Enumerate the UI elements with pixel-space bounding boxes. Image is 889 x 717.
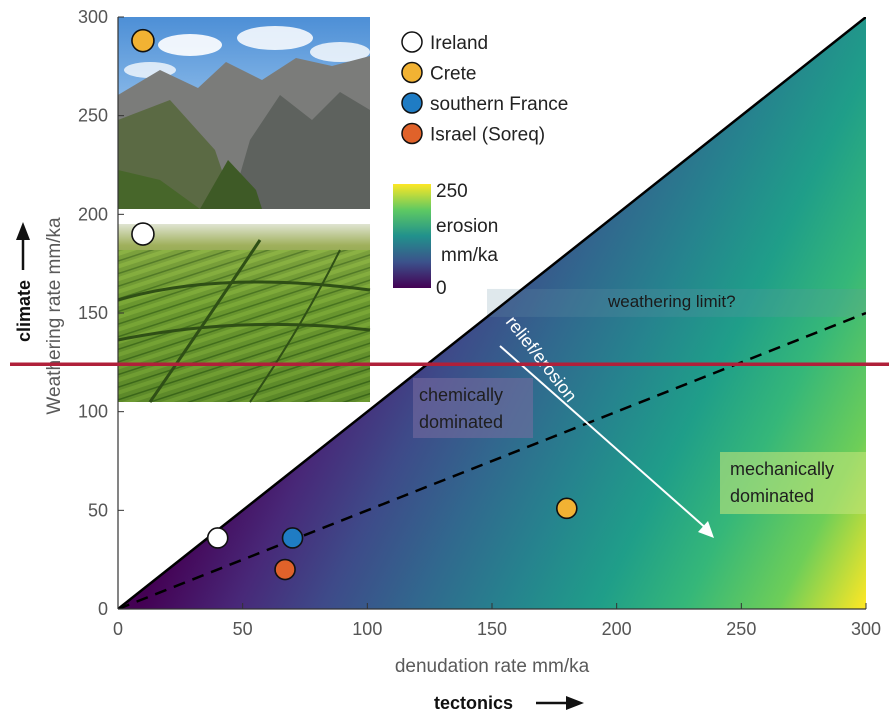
x-tick-label: 300 [851, 619, 881, 639]
mechanically-label: mechanically [730, 459, 834, 479]
legend-marker [401, 122, 423, 145]
colorbar-min-label: 0 [436, 278, 447, 299]
tectonics-arrowhead [566, 696, 584, 710]
y-tick-label: 150 [78, 303, 108, 323]
chemically-dominated-label: dominated [419, 412, 503, 432]
crete-mountain-photo [118, 17, 370, 209]
colorbar-max-label: 250 [436, 181, 468, 202]
colorbar: 250 erosion mm/ka 0 [393, 181, 498, 299]
half-ratio-dashed-line [118, 311, 866, 609]
legend-marker [401, 61, 423, 84]
y-tick-label: 200 [78, 204, 108, 224]
x-tick-label: 250 [726, 619, 756, 639]
legend-label: southern France [430, 94, 568, 115]
data-point [206, 527, 229, 549]
tectonics-annotation: tectonics [434, 693, 584, 713]
climate-arrowhead [16, 222, 30, 240]
legend-label: Ireland [430, 33, 488, 54]
y-tick-label: 0 [98, 599, 108, 619]
tectonics-label: tectonics [434, 693, 513, 713]
photo-marker [131, 28, 155, 53]
y-tick-label: 100 [78, 402, 108, 422]
x-tick-label: 150 [477, 619, 507, 639]
data-point [274, 558, 296, 581]
chemically-label: chemically [419, 385, 503, 405]
x-tick-label: 0 [113, 619, 123, 639]
chemically-label-box: chemically dominated [413, 378, 533, 438]
legend: Ireland Crete southern France Israel (Soreq… [401, 31, 568, 146]
photo-marker [131, 222, 155, 246]
x-tick-label: 200 [602, 619, 632, 639]
legend-marker [401, 92, 423, 114]
x-axis-label: denudation rate mm/ka [395, 656, 590, 677]
climate-label: climate [14, 280, 34, 342]
y-tick-label: 250 [78, 106, 108, 126]
ireland-fields-photo [117, 224, 371, 403]
one-to-one-line [118, 17, 866, 609]
y-tick-label: 50 [88, 500, 108, 520]
data-points [131, 28, 578, 581]
climate-annotation: climate [14, 222, 34, 342]
x-tick-label: 100 [352, 619, 382, 639]
data-point [281, 527, 304, 549]
weathering-limit-label: weathering limit? [607, 292, 736, 311]
mechanically-dominated-label: dominated [730, 486, 814, 506]
legend-label: Crete [430, 64, 476, 85]
colorbar-label-line1: erosion [436, 216, 498, 237]
colorbar-label-line2: mm/ka [441, 245, 498, 266]
data-point [555, 497, 578, 520]
y-axis-label: Weathering rate mm/ka [44, 217, 65, 415]
legend-marker [401, 31, 423, 53]
legend-label: Israel (Soreq) [430, 125, 545, 146]
mechanically-label-box: mechanically dominated [720, 452, 866, 514]
relief-erosion-arrow [499, 345, 714, 538]
x-tick-label: 50 [233, 619, 253, 639]
y-tick-label: 300 [78, 7, 108, 27]
